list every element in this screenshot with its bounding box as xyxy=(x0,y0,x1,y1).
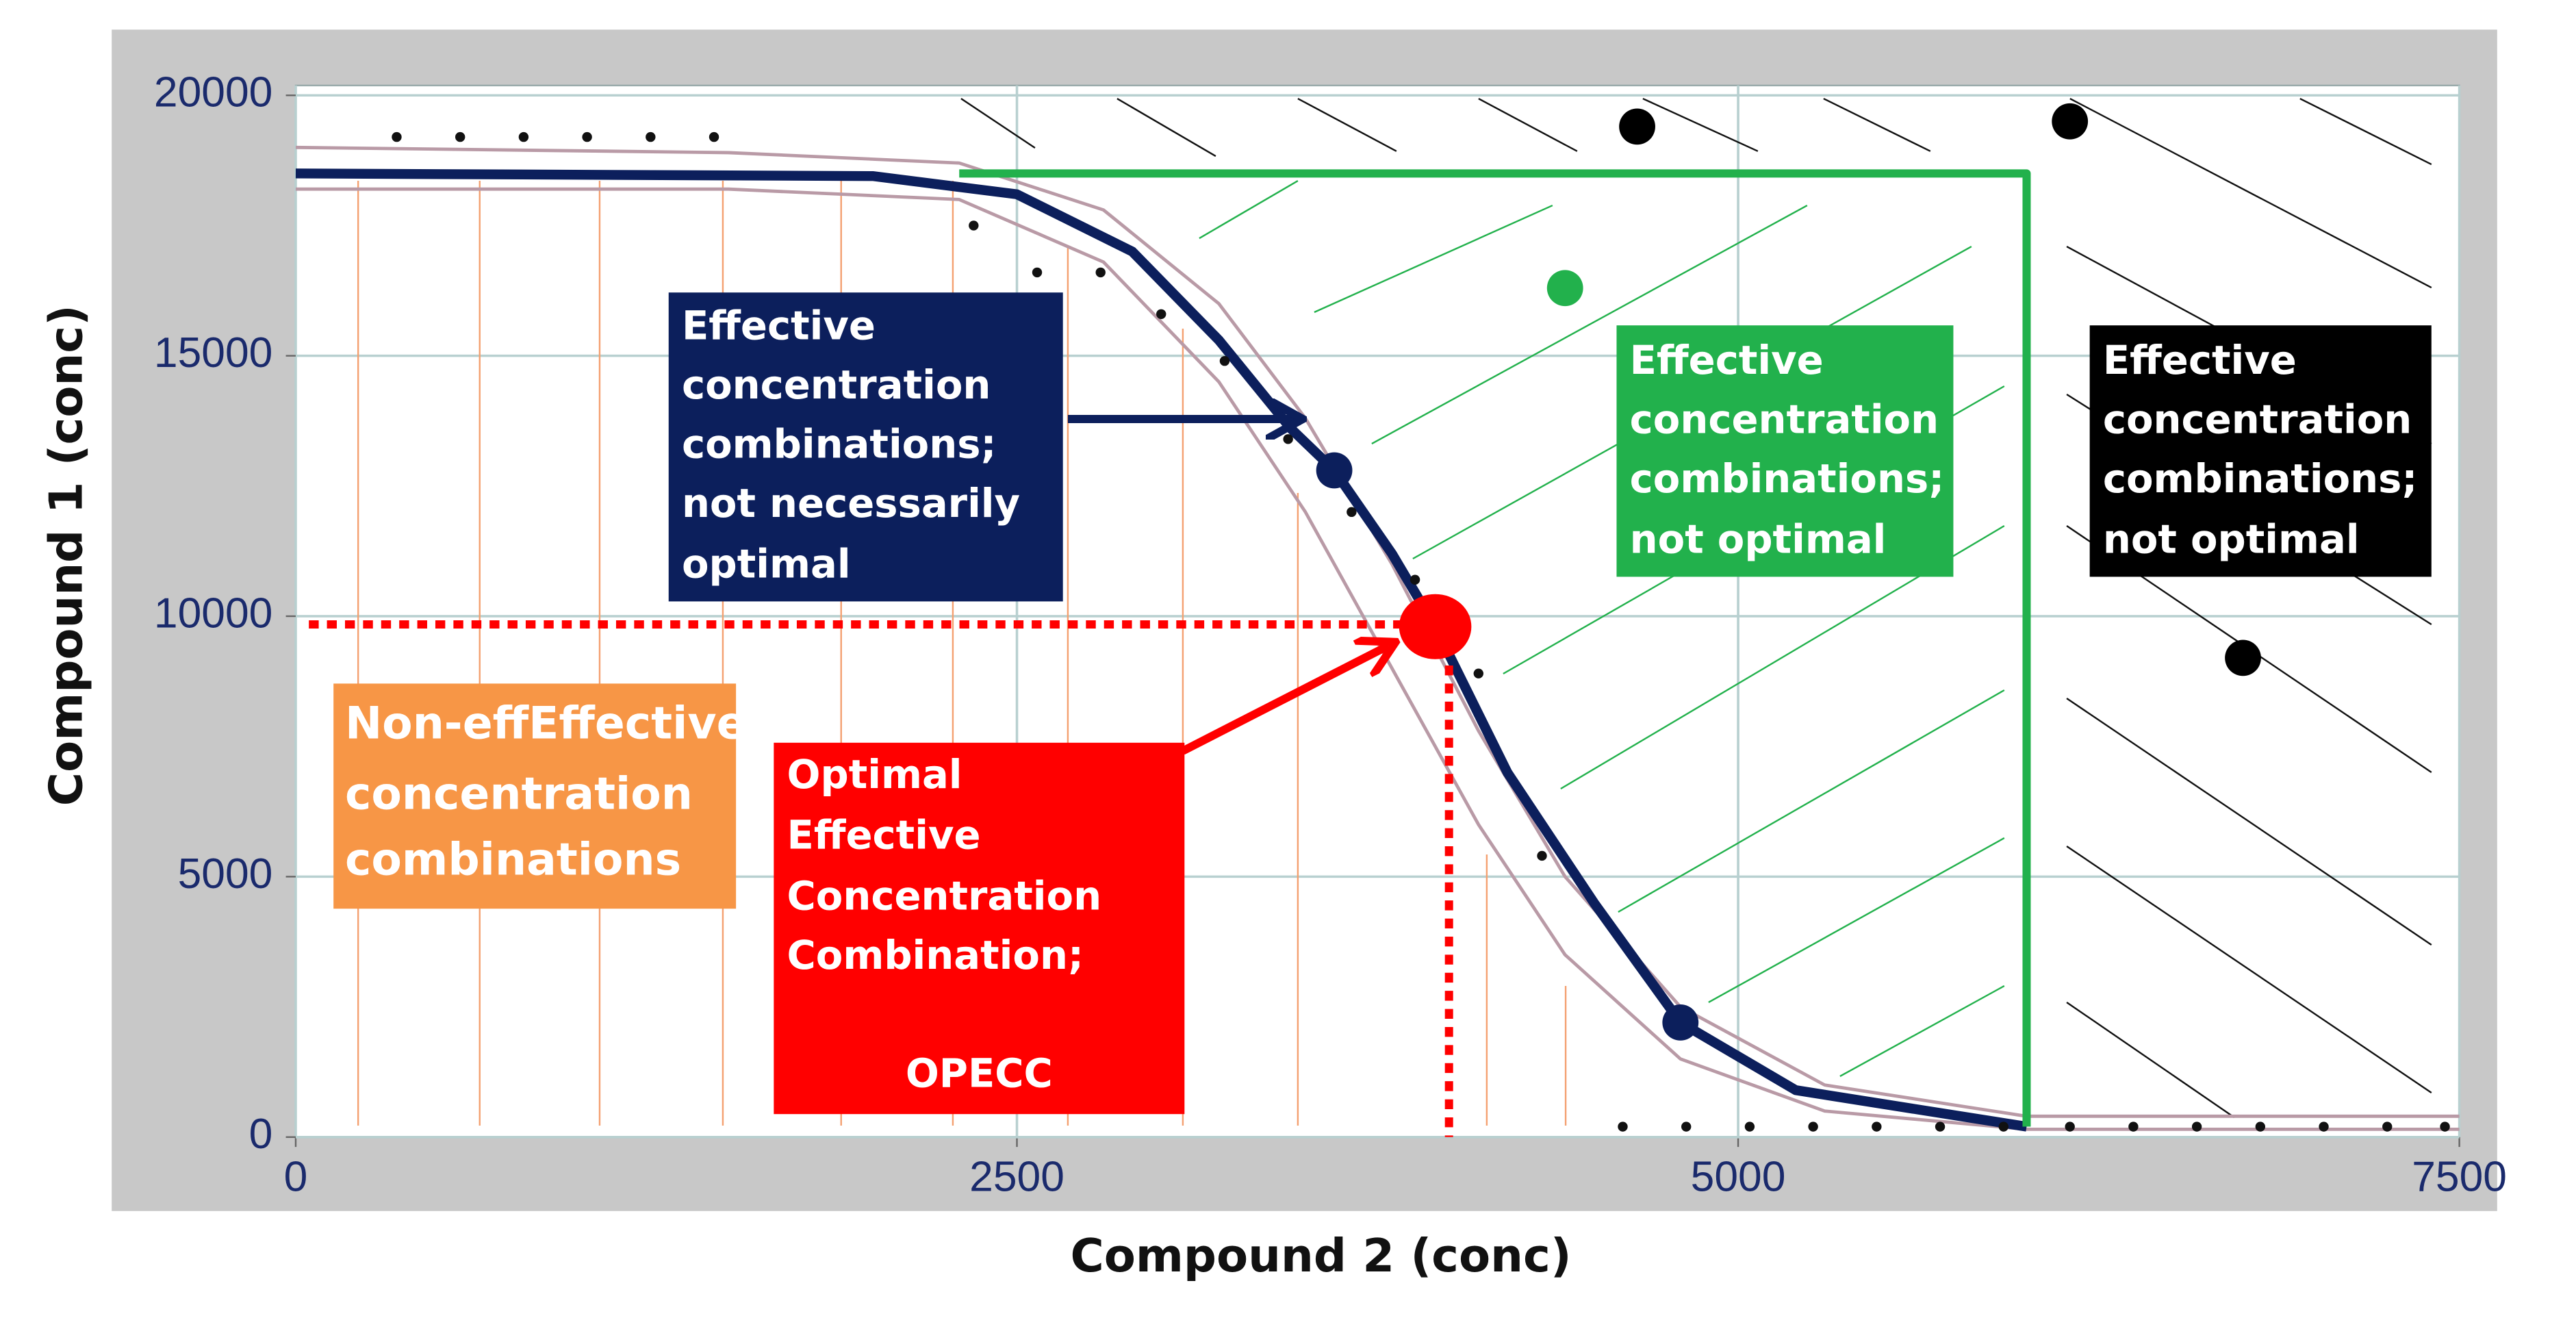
point xyxy=(1347,507,1357,518)
curve xyxy=(295,168,2028,1132)
annotation-text: Effective xyxy=(2103,338,2297,383)
point xyxy=(1998,1121,2008,1132)
annotation-box xyxy=(333,683,737,909)
annotation-text: combinations; xyxy=(682,421,997,467)
x-tick-label: 7500 xyxy=(2412,1154,2507,1201)
point xyxy=(969,220,979,231)
point xyxy=(1219,356,1230,366)
point xyxy=(2052,103,2089,140)
x-axis-label: Compound 2 (conc) xyxy=(1070,1229,1571,1282)
annotation-text: OPECC xyxy=(906,1051,1053,1097)
point xyxy=(1156,309,1166,319)
annotation-text: Optimal xyxy=(787,752,962,798)
point xyxy=(582,131,592,142)
y-tick-label: 10000 xyxy=(154,590,272,637)
annotation-text: Non-effEffective xyxy=(345,698,747,749)
point xyxy=(2191,1121,2202,1132)
point xyxy=(1399,594,1472,659)
curve xyxy=(959,169,2031,1127)
annotation-text: Effective xyxy=(1630,338,1824,383)
point xyxy=(1744,1121,1755,1132)
point xyxy=(1032,267,1043,278)
point xyxy=(646,131,656,142)
point xyxy=(392,131,402,142)
point xyxy=(1618,1121,1628,1132)
point xyxy=(2319,1121,2329,1132)
point xyxy=(1546,270,1583,307)
point xyxy=(1935,1121,1946,1132)
x-tick-label: 0 xyxy=(284,1154,308,1201)
opecc-guides xyxy=(309,620,1453,1137)
annotations: Effective concentration combinations; not n… xyxy=(333,292,2432,1115)
point xyxy=(1662,1004,1699,1041)
annotation-text: combinations; xyxy=(1630,456,1945,502)
annotation-text: combinations xyxy=(345,835,681,886)
point xyxy=(2065,1121,2075,1132)
point xyxy=(1808,1121,1818,1132)
annotation-text: Concentration xyxy=(787,873,1102,919)
annotation-box xyxy=(1616,325,1954,577)
y-tick-label: 15000 xyxy=(154,329,272,377)
point xyxy=(1095,267,1106,278)
annotation-text: concentration xyxy=(2103,396,2412,442)
annotation-box xyxy=(2089,325,2432,577)
annotation-text: combinations; xyxy=(2103,456,2418,502)
point xyxy=(518,131,529,142)
annotation-text: optimal xyxy=(682,542,851,587)
annotation-box xyxy=(668,292,1063,602)
annotation-text: Combination; xyxy=(787,933,1084,978)
point xyxy=(1473,668,1483,679)
annotation-text: concentration xyxy=(1630,396,1939,442)
point xyxy=(709,131,719,142)
curve xyxy=(295,145,2460,1118)
annotation-text: not optimal xyxy=(1630,517,1887,563)
point xyxy=(2382,1121,2393,1132)
annotation-text: concentration xyxy=(345,769,693,820)
annotation-text: concentration xyxy=(682,362,991,408)
annotation-text: not optimal xyxy=(2103,517,2360,563)
y-tick-label: 0 xyxy=(249,1111,273,1158)
annotation-text: not necessarily xyxy=(682,481,1020,527)
point xyxy=(2255,1121,2266,1132)
arrow xyxy=(1181,646,1388,755)
point xyxy=(1537,850,1547,861)
point xyxy=(2128,1121,2139,1132)
point xyxy=(1410,574,1420,585)
x-tick-label: 5000 xyxy=(1691,1154,1786,1201)
point xyxy=(1283,434,1293,444)
y-tick-label: 5000 xyxy=(178,850,273,898)
x-tick-label: 2500 xyxy=(969,1154,1064,1201)
point xyxy=(1316,452,1353,489)
point xyxy=(1681,1121,1692,1132)
annotation-text: Effective xyxy=(682,303,876,349)
point xyxy=(1872,1121,1882,1132)
point xyxy=(1619,108,1655,145)
point xyxy=(2225,639,2261,676)
annotation-text: Effective xyxy=(787,813,981,859)
point xyxy=(455,131,466,142)
y-axis-label: Compound 1 (conc) xyxy=(39,305,92,806)
annotation-box xyxy=(774,742,1185,1115)
plot-area xyxy=(294,84,2460,1138)
y-tick-label: 20000 xyxy=(154,69,272,116)
point xyxy=(2440,1121,2450,1132)
